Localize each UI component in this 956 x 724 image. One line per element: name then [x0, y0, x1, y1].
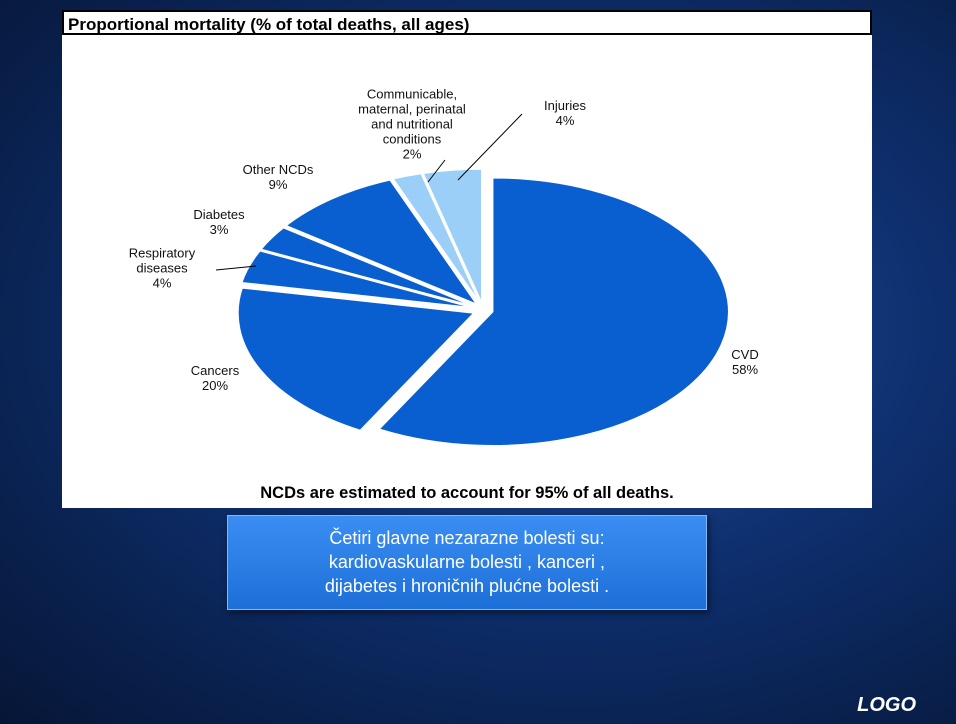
text-box: Četiri glavne nezarazne bolesti su: kard…: [227, 515, 707, 610]
leader-lines: [215, 113, 523, 271]
slice-name: Respiratory diseases: [128, 245, 196, 276]
leader-line: [215, 265, 257, 271]
pie-slice: [377, 176, 730, 447]
slice-name: Cancers: [190, 363, 240, 378]
slice-name: Diabetes: [193, 207, 245, 222]
caption: NCDs are estimated to account for 95% of…: [260, 484, 674, 502]
slice-label: CVD 58%: [700, 347, 790, 377]
text-line: kardiovaskularne bolesti , kanceri ,: [328, 552, 606, 572]
slice-value: 4%: [555, 113, 575, 128]
slice-name: CVD: [731, 347, 759, 362]
slice-label: Other NCDs 9%: [228, 162, 328, 192]
logo: LOGO: [857, 694, 916, 716]
slice-value: 3%: [209, 222, 229, 237]
slice-label: Communicable, maternal, perinatal and nu…: [347, 87, 477, 162]
slice-value: 2%: [402, 146, 422, 162]
slice-value: 9%: [268, 177, 288, 192]
pie-slice: [259, 226, 475, 308]
slice-label: Respiratory diseases 4%: [107, 246, 217, 291]
slice-value: 4%: [152, 275, 172, 291]
pie-slice: [421, 168, 483, 304]
text-line: dijabetes i hroničnih plućne bolesti .: [324, 576, 610, 596]
slice-name: Communicable, maternal, perinatal and nu…: [358, 86, 466, 147]
pie-slice: [391, 172, 481, 304]
chart-title: Proportional mortality (% of total death…: [62, 10, 872, 35]
slice-label: Cancers 20%: [170, 363, 260, 393]
text-line: Četiri glavne nezarazne bolesti su:: [329, 528, 605, 548]
slice-value: 20%: [201, 378, 229, 393]
pie-slice: [284, 179, 479, 307]
slice-label: Diabetes 3%: [174, 207, 264, 237]
slice-name: Injuries: [544, 98, 586, 113]
slice-value: 58%: [731, 362, 759, 377]
leader-line: [427, 159, 446, 183]
pie-slice: [237, 287, 476, 432]
leader-line: [457, 113, 523, 181]
slice-name: Other NCDs: [242, 162, 314, 177]
slice-label: Injuries 4%: [520, 98, 610, 128]
